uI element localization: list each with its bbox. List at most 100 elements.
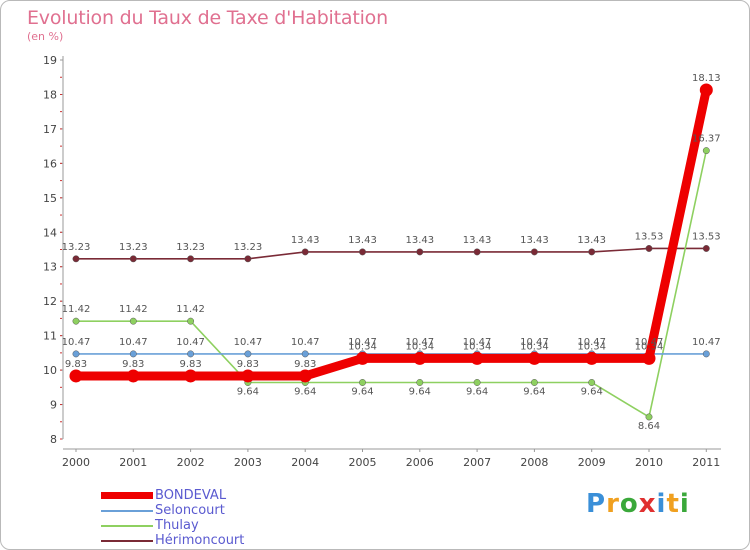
series-point (359, 379, 366, 386)
series-point (702, 245, 710, 252)
data-label: 13.23 (62, 242, 91, 253)
logo-letter: t (666, 489, 680, 519)
y-tick-label: 10 (43, 364, 57, 377)
series-point (416, 379, 424, 386)
series-point (416, 248, 424, 256)
series-point (588, 379, 596, 386)
x-tick-label: 2009 (578, 456, 606, 469)
legend-label: BONDEVAL (155, 488, 227, 503)
x-tick-label: 2004 (291, 456, 319, 469)
data-label: 13.23 (176, 242, 205, 253)
data-label: 9.64 (294, 386, 316, 397)
data-label: 10.47 (176, 337, 205, 348)
x-tick-label: 2007 (463, 456, 491, 469)
data-label: 13.43 (405, 235, 434, 246)
logo-letter: P (586, 489, 607, 519)
data-label: 10.47 (291, 337, 320, 348)
series-point (187, 350, 195, 358)
series-point (298, 369, 312, 383)
data-label: 9.83 (65, 359, 87, 370)
series-layer (69, 83, 713, 421)
series-point (585, 351, 599, 365)
series-point (699, 83, 713, 97)
y-tick-label: 9 (50, 399, 57, 412)
x-tick-label: 2001 (119, 456, 147, 469)
data-label: 10.34 (463, 341, 492, 352)
series-point (359, 248, 366, 256)
series-line (75, 247, 708, 260)
data-label: 13.43 (577, 235, 606, 246)
value-labels-layer: 13.23 13.23 13.23 13.23 13.43 13.43 13.43 13.43… (62, 73, 721, 432)
series-point (413, 351, 427, 365)
data-label: 13.43 (291, 235, 320, 246)
legend-item: Seloncourt (101, 503, 244, 518)
series-point (244, 350, 252, 358)
data-label: 9.64 (466, 386, 488, 397)
data-label: 10.47 (62, 337, 91, 348)
legend-label: Hérimoncourt (155, 533, 245, 548)
chart-subtitle: (en %) (27, 30, 64, 43)
series-point (126, 369, 140, 383)
y-tick-label: 12 (43, 295, 57, 308)
data-label: 10.34 (348, 341, 377, 352)
series-point (184, 369, 198, 383)
data-label: 10.34 (635, 341, 664, 352)
y-tick-label: 13 (43, 261, 57, 274)
data-label: 9.64 (237, 386, 259, 397)
data-label: 10.47 (405, 337, 434, 348)
data-label: 10.47 (348, 337, 377, 348)
series-point (527, 351, 541, 365)
logo-letter: i (679, 489, 690, 519)
series-point (530, 248, 538, 256)
series-point (356, 351, 369, 365)
logo-letter: x (638, 489, 657, 519)
series-point (530, 379, 538, 386)
series-point (702, 350, 710, 358)
logo-letter: i (656, 489, 667, 519)
data-label: 10.47 (635, 337, 664, 348)
series-point (645, 413, 653, 421)
series-point (69, 369, 83, 383)
chart-legend: BONDEVAL Seloncourt Thulay Hérimoncourt (101, 488, 244, 548)
y-tick-label: 17 (43, 123, 57, 136)
data-label: 11.42 (62, 304, 91, 315)
data-label: 8.64 (638, 421, 660, 432)
data-label: 9.64 (351, 386, 373, 397)
series-line (75, 149, 708, 418)
x-tick-label: 2005 (349, 456, 377, 469)
series-point (129, 350, 137, 358)
x-tick-label: 2003 (234, 456, 262, 469)
data-label: 11.42 (176, 304, 205, 315)
data-label: 9.64 (581, 386, 603, 397)
y-tick-label: 16 (43, 157, 57, 170)
series-point (473, 379, 481, 386)
legend-label: Thulay (155, 518, 199, 533)
y-tick-label: 14 (43, 226, 57, 239)
data-label: 10.34 (577, 341, 606, 352)
x-tick-label: 2010 (635, 456, 663, 469)
y-tick-label: 11 (43, 330, 57, 343)
data-label: 10.34 (520, 341, 549, 352)
legend-item: Hérimoncourt (101, 533, 244, 548)
data-label: 18.13 (692, 73, 721, 84)
data-label: 13.23 (119, 242, 148, 253)
data-label: 9.83 (294, 359, 316, 370)
data-label: 10.34 (405, 341, 434, 352)
chart-title: Evolution du Taux de Taxe d'Habitation (27, 7, 388, 29)
x-tick-label: 2006 (406, 456, 434, 469)
series-point (642, 351, 656, 365)
legend-label: Seloncourt (155, 503, 225, 518)
legend-swatch (101, 524, 153, 527)
logo-letter: o (619, 489, 639, 519)
x-tick-label: 2000 (62, 456, 90, 469)
series-point (470, 351, 484, 365)
data-label: 9.64 (523, 386, 545, 397)
data-label: 9.83 (179, 359, 201, 370)
legend-swatch (101, 539, 153, 542)
data-label: 9.64 (409, 386, 431, 397)
logo-letter: r (606, 489, 620, 519)
series-point (241, 369, 255, 383)
data-label: 13.53 (692, 231, 721, 242)
series-point (301, 248, 309, 256)
